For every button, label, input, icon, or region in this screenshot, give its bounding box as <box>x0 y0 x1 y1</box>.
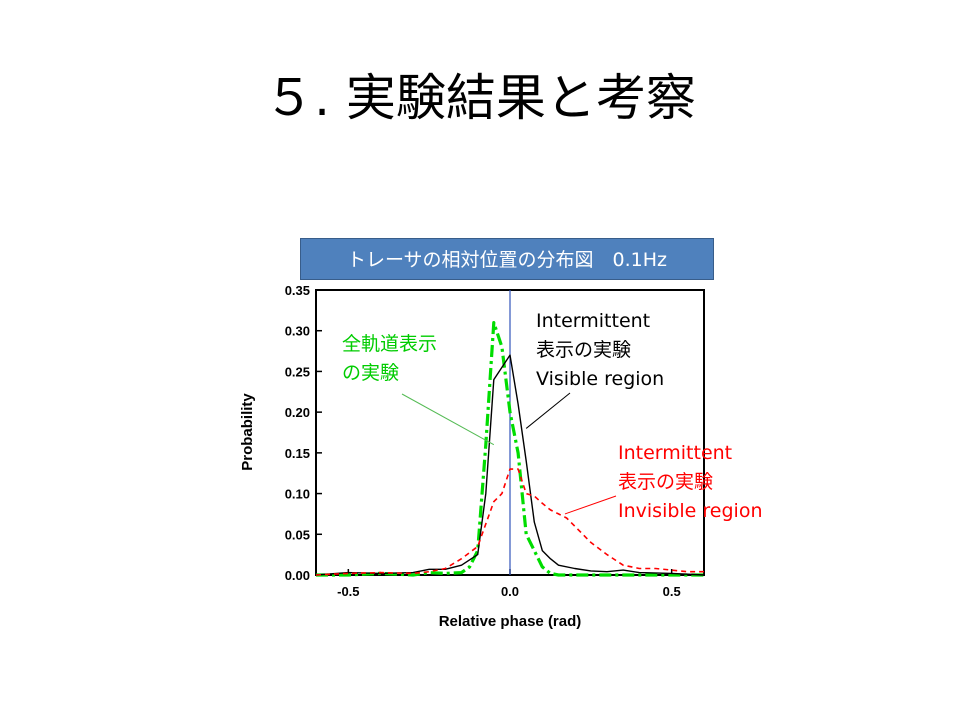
annotation-leader-line <box>401 393 495 446</box>
annotation-text-line: Intermittent <box>536 310 650 332</box>
x-tick-label: 0.5 <box>663 584 681 599</box>
y-tick-label: 0.05 <box>285 527 310 542</box>
x-axis: -0.5 0.0 0.5 <box>337 569 681 599</box>
chart-title: トレーサの相対位置の分布図 0.1Hz <box>346 249 668 271</box>
x-axis-title: Relative phase (rad) <box>439 613 582 630</box>
y-axis-title: Probability <box>239 393 256 471</box>
x-tick-label: 0.0 <box>501 584 519 599</box>
series-layer <box>315 321 705 577</box>
annotation-invisible-region: Intermittent 表示の実験 Invisible region <box>564 442 763 522</box>
annotation-text-line: 表示の実験 <box>618 471 713 493</box>
annotation-text-line: 全軌道表示 <box>342 333 437 355</box>
y-tick-label: 0.25 <box>285 364 310 379</box>
annotation-visible-region: Intermittent 表示の実験 Visible region <box>525 310 664 429</box>
chart-title-box: トレーサの相対位置の分布図 0.1Hz <box>300 238 714 280</box>
y-tick-label: 0.30 <box>285 324 310 339</box>
x-tick-label: -0.5 <box>337 584 359 599</box>
full-trajectory-series <box>316 321 704 577</box>
annotation-leader-line <box>525 392 571 429</box>
y-tick-label: 0.15 <box>285 446 310 461</box>
annotation-leader-line <box>564 495 617 515</box>
y-axis: 0.00 0.05 0.10 0.15 0.20 0.25 0.30 0.35 <box>285 283 322 583</box>
y-tick-label: 0.20 <box>285 405 310 420</box>
annotation-text-line: 表示の実験 <box>536 339 631 361</box>
annotation-text-line: Intermittent <box>618 442 732 464</box>
annotation-text-line: の実験 <box>342 362 399 384</box>
annotation-text-line: Invisible region <box>618 500 763 522</box>
annotation-text-line: Visible region <box>536 368 664 390</box>
y-tick-label: 0.35 <box>285 283 310 298</box>
y-tick-label: 0.10 <box>285 487 310 502</box>
slide-title: ５. 実験結果と考察 <box>264 69 696 127</box>
visible-region-series <box>315 354 705 576</box>
invisible-region-series <box>315 468 704 576</box>
y-tick-label: 0.00 <box>285 568 310 583</box>
